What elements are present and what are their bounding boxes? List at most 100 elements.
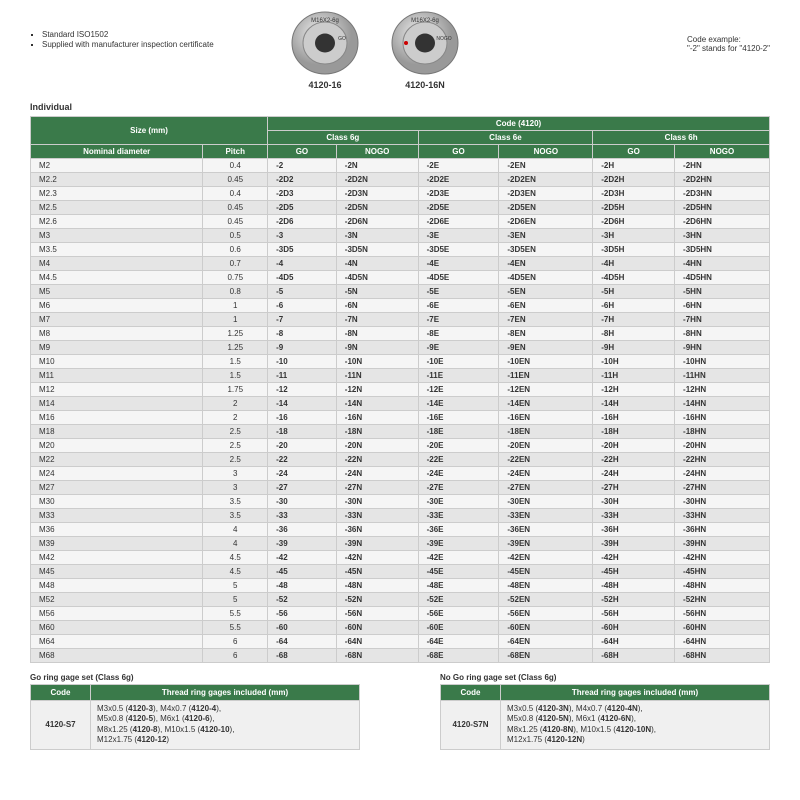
table-cell: 1.25 <box>203 341 268 355</box>
table-cell: M6 <box>31 299 203 313</box>
table-cell: M36 <box>31 523 203 537</box>
table-cell: M2.6 <box>31 215 203 229</box>
table-row: M364-36-36N-36E-36EN-36H-36HN <box>31 523 770 537</box>
table-cell: -22E <box>418 453 499 467</box>
table-cell: -22HN <box>675 453 770 467</box>
table-cell: -48HN <box>675 579 770 593</box>
table-cell: -64EN <box>499 635 593 649</box>
table-cell: -68N <box>336 649 418 663</box>
table-cell: -2D2EN <box>499 173 593 187</box>
table-cell: -24EN <box>499 467 593 481</box>
table-cell: -52H <box>593 593 675 607</box>
table-cell: -2H <box>593 159 675 173</box>
table-cell: -6H <box>593 299 675 313</box>
table-cell: -2HN <box>675 159 770 173</box>
table-cell: M68 <box>31 649 203 663</box>
table-row: M142-14-14N-14E-14EN-14H-14HN <box>31 397 770 411</box>
gauge-top-text: M16X2-6g <box>411 18 439 24</box>
table-cell: -3H <box>593 229 675 243</box>
table-cell: -2 <box>268 159 337 173</box>
table-cell: M2.3 <box>31 187 203 201</box>
table-cell: -36E <box>418 523 499 537</box>
table-cell: 3 <box>203 467 268 481</box>
table-cell: M24 <box>31 467 203 481</box>
table-cell: -12HN <box>675 383 770 397</box>
table-cell: M45 <box>31 565 203 579</box>
table-cell: -3D5 <box>268 243 337 257</box>
table-cell: -30HN <box>675 495 770 509</box>
table-row: M424.5-42-42N-42E-42EN-42H-42HN <box>31 551 770 565</box>
table-cell: -12N <box>336 383 418 397</box>
table-cell: M30 <box>31 495 203 509</box>
table-cell: -18N <box>336 425 418 439</box>
table-cell: -36H <box>593 523 675 537</box>
table-row: M2.50.45-2D5-2D5N-2D5E-2D5EN-2D5H-2D5HN <box>31 201 770 215</box>
table-cell: -22H <box>593 453 675 467</box>
table-cell: -4H <box>593 257 675 271</box>
table-cell: -3HN <box>675 229 770 243</box>
note-item: Supplied with manufacturer inspection ce… <box>42 40 270 50</box>
table-cell: -52EN <box>499 593 593 607</box>
table-cell: -14E <box>418 397 499 411</box>
table-cell: -9HN <box>675 341 770 355</box>
nogo-set-table: Code Thread ring gages included (mm) 412… <box>440 684 770 750</box>
table-row: M71-7-7N-7E-7EN-7H-7HN <box>31 313 770 327</box>
table-cell: M64 <box>31 635 203 649</box>
table-cell: -5H <box>593 285 675 299</box>
table-cell: -33N <box>336 509 418 523</box>
table-cell: -64H <box>593 635 675 649</box>
table-cell: M11 <box>31 369 203 383</box>
table-row: M111.5-11-11N-11E-11EN-11H-11HN <box>31 369 770 383</box>
table-cell: -9EN <box>499 341 593 355</box>
table-cell: M12 <box>31 383 203 397</box>
table-cell: -8 <box>268 327 337 341</box>
table-cell: -8HN <box>675 327 770 341</box>
table-cell: -8EN <box>499 327 593 341</box>
table-cell: -2D3 <box>268 187 337 201</box>
table-cell: -3 <box>268 229 337 243</box>
table-cell: 0.45 <box>203 173 268 187</box>
table-cell: -11N <box>336 369 418 383</box>
table-cell: -39EN <box>499 537 593 551</box>
table-cell: M42 <box>31 551 203 565</box>
table-cell: -42HN <box>675 551 770 565</box>
table-cell: M7 <box>31 313 203 327</box>
table-cell: -2D5E <box>418 201 499 215</box>
table-cell: -52N <box>336 593 418 607</box>
main-table-head: Size (mm) Code (4120) Class 6g Class 6e … <box>31 117 770 159</box>
table-cell: -2D6H <box>593 215 675 229</box>
table-cell: 0.5 <box>203 229 268 243</box>
table-cell: -45N <box>336 565 418 579</box>
table-cell: -2D5H <box>593 201 675 215</box>
table-cell: -33 <box>268 509 337 523</box>
hdr-size: Size (mm) <box>31 117 268 145</box>
table-cell: -11EN <box>499 369 593 383</box>
table-cell: 5.5 <box>203 621 268 635</box>
table-cell: 2.5 <box>203 425 268 439</box>
table-cell: -56N <box>336 607 418 621</box>
table-row: M162-16-16N-16E-16EN-16H-16HN <box>31 411 770 425</box>
table-cell: -20H <box>593 439 675 453</box>
table-cell: -2D3EN <box>499 187 593 201</box>
table-cell: -14N <box>336 397 418 411</box>
table-cell: -5 <box>268 285 337 299</box>
table-cell: 6 <box>203 649 268 663</box>
table-cell: -56HN <box>675 607 770 621</box>
hdr-class-6h: Class 6h <box>593 131 770 145</box>
table-cell: -68 <box>268 649 337 663</box>
table-cell: -7 <box>268 313 337 327</box>
table-cell: -22EN <box>499 453 593 467</box>
table-cell: -3N <box>336 229 418 243</box>
table-cell: -14H <box>593 397 675 411</box>
set-incl: M3x0.5 (4120-3), M4x0.7 (4120-4),M5x0.8 … <box>91 701 360 750</box>
go-set-title: Go ring gage set (Class 6g) <box>30 673 360 682</box>
set-code: 4120-S7 <box>31 701 91 750</box>
table-cell: -11E <box>418 369 499 383</box>
table-cell: -30H <box>593 495 675 509</box>
table-cell: -2D5N <box>336 201 418 215</box>
table-cell: -18HN <box>675 425 770 439</box>
table-cell: -33H <box>593 509 675 523</box>
table-cell: -60N <box>336 621 418 635</box>
table-cell: -14HN <box>675 397 770 411</box>
table-cell: -56EN <box>499 607 593 621</box>
